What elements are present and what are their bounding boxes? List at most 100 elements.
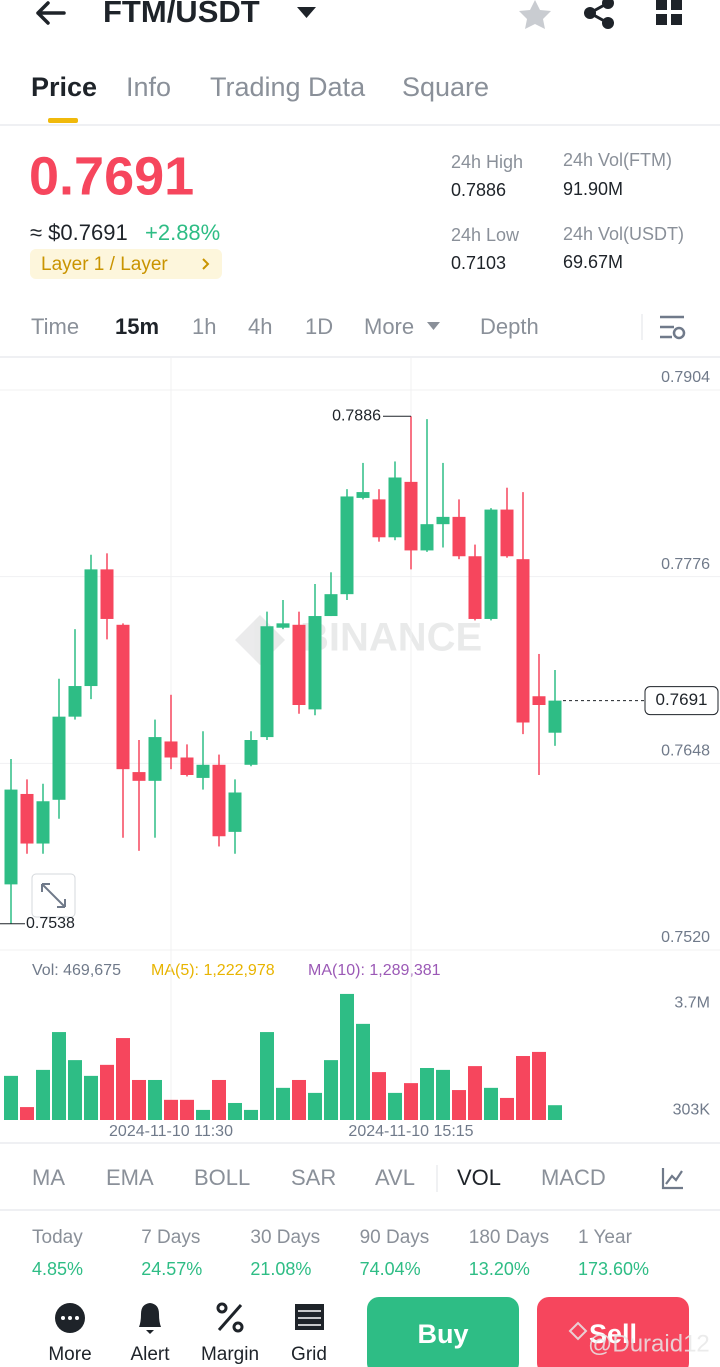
margin-icon[interactable] xyxy=(216,1302,244,1333)
indicator[interactable]: SAR xyxy=(291,1165,336,1190)
tab[interactable]: Info xyxy=(126,72,171,102)
pair-title[interactable]: FTM/USDT xyxy=(103,0,260,29)
volume-bar xyxy=(308,1092,322,1120)
stat-value: 0.7103 xyxy=(451,253,506,273)
candle-body xyxy=(340,496,354,595)
grid-square xyxy=(671,0,682,10)
performance-label: 90 Days xyxy=(360,1227,430,1248)
high-label: 0.7886 xyxy=(332,407,381,424)
performance-value: 74.04% xyxy=(360,1259,421,1279)
buy-label[interactable]: Buy xyxy=(417,1319,468,1349)
volume-bar xyxy=(324,1060,338,1120)
tag-badge[interactable] xyxy=(30,249,222,279)
favorite-icon[interactable] xyxy=(519,0,551,29)
volume-bar xyxy=(468,1066,482,1120)
indicator[interactable]: VOL xyxy=(457,1165,501,1190)
current-price-box xyxy=(644,686,719,716)
alert-icon[interactable] xyxy=(139,1303,161,1334)
share-line xyxy=(586,1,609,25)
indicator[interactable]: MACD xyxy=(541,1165,606,1190)
last-price: 0.7691 xyxy=(29,146,194,206)
y-tick-label: 0.7776 xyxy=(661,556,710,573)
icon-dot xyxy=(68,1316,72,1320)
performance-label: 180 Days xyxy=(469,1227,549,1248)
volume-bar xyxy=(452,1090,466,1120)
volume-bar xyxy=(500,1097,514,1120)
candle-body xyxy=(516,559,530,723)
volume-bar xyxy=(420,1067,434,1120)
indicator[interactable]: MA xyxy=(32,1165,65,1190)
sell-label[interactable]: Sell xyxy=(589,1319,637,1349)
buy-button[interactable] xyxy=(367,1297,519,1367)
pair-dropdown[interactable] xyxy=(297,7,316,18)
volume-bar xyxy=(84,1075,98,1120)
interval[interactable]: 1D xyxy=(305,314,333,339)
candle-body xyxy=(212,764,226,837)
volume-bar xyxy=(388,1092,402,1120)
volume-bar xyxy=(532,1051,546,1120)
nav-label[interactable]: Margin xyxy=(201,1344,259,1365)
performance-value: 173.60% xyxy=(578,1259,649,1279)
tab[interactable]: Square xyxy=(402,72,489,102)
grid-square xyxy=(656,14,667,25)
x-tick-label: 2024-11-10 11:30 xyxy=(109,1123,233,1140)
y-tick-label: 0.7904 xyxy=(661,369,710,386)
performance: Today 4.85% 7 Days 24.57% 30 Days 21.08% 90 Da… xyxy=(32,1227,649,1279)
settings-gear xyxy=(672,326,686,340)
volume-bar xyxy=(212,1079,226,1120)
tag-text[interactable]: Layer 1 / Layer xyxy=(41,254,168,275)
indicator-fade xyxy=(640,1160,720,1200)
performance-label: 30 Days xyxy=(250,1227,320,1248)
watermark-logo xyxy=(235,615,285,665)
x-tick-label: 2024-11-10 15:15 xyxy=(348,1123,473,1140)
stat-label: 24h Vol(USDT) xyxy=(563,224,684,244)
back-button[interactable] xyxy=(36,1,66,25)
nav-label[interactable]: Alert xyxy=(130,1344,170,1365)
indicator[interactable]: BOLL xyxy=(194,1165,250,1190)
candle-body xyxy=(196,764,210,778)
candle-body xyxy=(4,789,18,885)
interval[interactable]: Depth xyxy=(480,314,539,339)
candle-body xyxy=(324,594,338,617)
candle-body xyxy=(452,516,466,557)
share-icon[interactable] xyxy=(584,0,614,29)
interval[interactable]: Time xyxy=(31,314,79,339)
volume-bar xyxy=(484,1087,498,1120)
grid-square xyxy=(656,0,667,10)
stat-value: 0.7886 xyxy=(451,180,506,200)
grid-bot-icon[interactable] xyxy=(295,1304,324,1330)
grid-menu-icon[interactable] xyxy=(656,0,682,25)
candle-body xyxy=(436,516,450,525)
stat-label: 24h Low xyxy=(451,225,520,245)
volume-bar xyxy=(292,1079,306,1120)
volume-bar xyxy=(516,1056,530,1120)
watermark-text: BINANCE xyxy=(300,616,482,660)
interval[interactable]: More xyxy=(364,314,414,339)
volume-bar xyxy=(372,1072,386,1120)
stat-value: 91.90M xyxy=(563,179,623,199)
current-price-label: 0.7691 xyxy=(656,690,708,709)
performance-label: Today xyxy=(32,1227,83,1248)
user-watermark: @Duraid12 xyxy=(588,1330,710,1357)
chart-settings-icon[interactable] xyxy=(660,315,686,340)
volume-bar xyxy=(340,993,354,1120)
volume-bar xyxy=(228,1102,242,1120)
nav-label[interactable]: More xyxy=(48,1344,91,1365)
indicator[interactable]: AVL xyxy=(375,1165,415,1190)
nav-label[interactable]: Grid xyxy=(291,1344,327,1365)
indicator[interactable]: EMA xyxy=(106,1165,154,1190)
interval[interactable]: 4h xyxy=(248,314,272,339)
tab[interactable]: Price xyxy=(31,72,97,102)
sell-button[interactable] xyxy=(537,1297,689,1367)
candle-body xyxy=(420,524,434,551)
volume-bar xyxy=(356,1023,370,1120)
volume-bar xyxy=(548,1105,562,1120)
tab[interactable]: Trading Data xyxy=(210,72,366,102)
candle-body xyxy=(132,772,146,781)
interval[interactable]: 15m xyxy=(115,314,159,339)
volume-bar xyxy=(68,1060,82,1120)
indicator-settings-icon[interactable] xyxy=(661,1168,683,1190)
icon-dot xyxy=(75,1316,79,1320)
interval[interactable]: 1h xyxy=(192,314,216,339)
